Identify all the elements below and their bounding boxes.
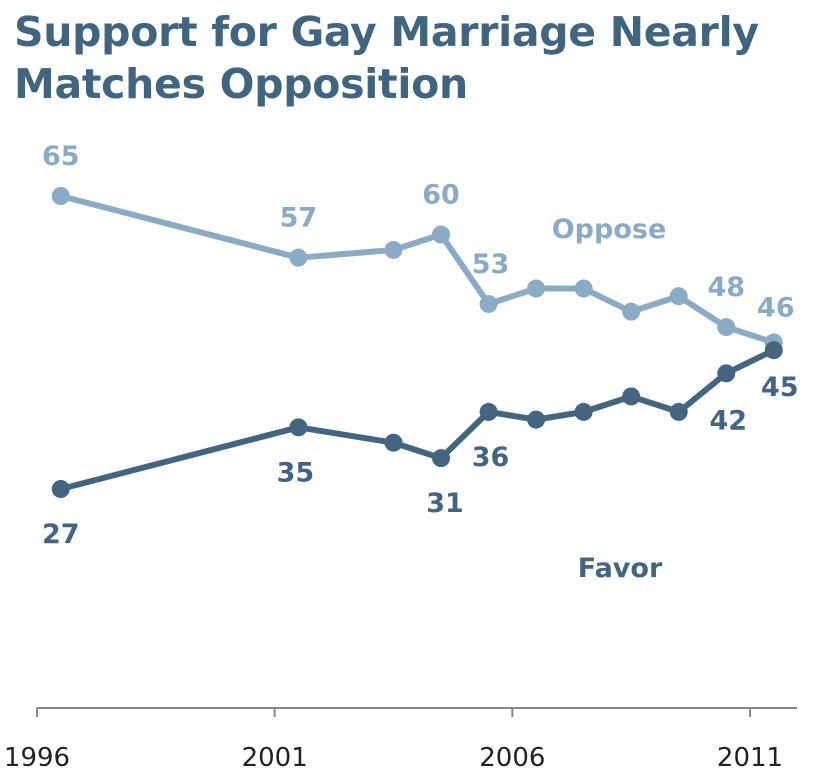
favor-data-label: 42 <box>709 405 747 436</box>
oppose-data-label: 57 <box>280 203 318 234</box>
oppose-data-point <box>717 318 736 337</box>
favor-data-label: 27 <box>42 519 80 550</box>
favor-data-label: 36 <box>472 442 510 473</box>
chart-title: Support for Gay Marriage Nearly Matches … <box>14 6 759 110</box>
oppose-data-label: 48 <box>707 272 745 303</box>
oppose-data-label: 53 <box>472 249 510 280</box>
x-tick-label: 2006 <box>479 743 545 773</box>
x-tick-label: 2001 <box>242 743 308 773</box>
oppose-series-label: Oppose <box>552 214 667 245</box>
favor-data-point <box>289 418 308 437</box>
chart-title-line-1: Support for Gay Marriage Nearly <box>14 8 759 56</box>
favor-data-label: 31 <box>426 488 464 519</box>
oppose-data-point <box>669 287 688 306</box>
oppose-series-line <box>57 193 777 346</box>
oppose-data-label: 65 <box>42 141 80 172</box>
x-tick-label: 1996 <box>4 743 70 773</box>
oppose-data-point <box>479 294 498 313</box>
favor-data-point <box>51 480 70 498</box>
chart-title-line-2: Matches Opposition <box>14 60 468 108</box>
favor-data-point <box>622 387 641 406</box>
oppose-data-point <box>527 279 546 298</box>
favor-data-point <box>717 364 736 383</box>
favor-data-point <box>432 449 451 468</box>
oppose-data-point <box>51 187 70 205</box>
oppose-data-point <box>384 240 403 259</box>
favor-series-label: Favor <box>578 553 663 584</box>
x-tick-label: 2011 <box>717 743 783 773</box>
favor-data-point <box>574 402 593 421</box>
favor-data-point <box>669 402 688 421</box>
favor-data-point <box>764 341 783 360</box>
favor-data-label: 45 <box>761 372 799 403</box>
oppose-data-point <box>574 279 593 298</box>
favor-data-point <box>384 433 403 452</box>
oppose-data-label: 46 <box>757 293 795 324</box>
oppose-data-point <box>432 225 451 244</box>
favor-data-point <box>527 410 546 429</box>
favor-series-line <box>57 347 777 492</box>
oppose-data-label: 60 <box>422 180 460 211</box>
oppose-data-point <box>622 302 641 321</box>
favor-data-point <box>479 402 498 421</box>
favor-data-label: 35 <box>277 457 315 488</box>
oppose-data-point <box>289 248 308 267</box>
